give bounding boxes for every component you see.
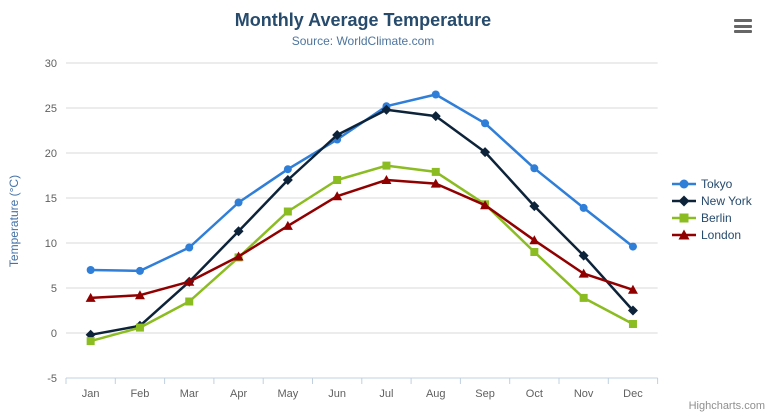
data-point-tokyo[interactable]	[530, 164, 539, 173]
legend-marker-square-icon	[672, 213, 696, 222]
legend-item-berlin[interactable]: Berlin	[672, 209, 752, 226]
data-point-new-york[interactable]	[480, 147, 491, 158]
legend-marker-triangle-icon	[672, 229, 696, 239]
y-axis-label: 30	[45, 58, 57, 70]
legend-label: Berlin	[701, 210, 732, 225]
x-axis-label: Dec	[623, 388, 643, 400]
data-point-london[interactable]	[85, 292, 96, 302]
y-axis-label: 25	[45, 103, 57, 115]
x-axis-label: Aug	[426, 388, 446, 400]
hamburger-icon[interactable]	[734, 19, 752, 33]
x-axis-label: Oct	[526, 388, 543, 400]
data-point-london[interactable]	[184, 276, 195, 286]
legend-item-london[interactable]: London	[672, 226, 752, 243]
x-axis-label: Jul	[379, 388, 393, 400]
x-axis-label: Apr	[230, 388, 247, 400]
data-point-new-york[interactable]	[578, 250, 589, 261]
data-point-new-york[interactable]	[332, 130, 343, 140]
data-point-new-york[interactable]	[381, 104, 392, 115]
data-point-london[interactable]	[430, 178, 441, 188]
x-axis-label: Feb	[130, 388, 149, 400]
data-point-new-york[interactable]	[233, 226, 244, 237]
series-line-berlin[interactable]	[89, 164, 635, 343]
data-point-tokyo[interactable]	[481, 119, 490, 128]
y-axis-label: 10	[45, 238, 57, 250]
x-axis-label: Jan	[82, 388, 100, 400]
x-axis-label: Sep	[475, 388, 495, 400]
legend-item-new-york[interactable]: New York	[672, 192, 752, 209]
y-axis-label: 20	[45, 148, 57, 160]
data-point-berlin[interactable]	[382, 161, 391, 170]
series-line-tokyo[interactable]	[89, 93, 635, 273]
y-axis-title: Temperature (°C)	[7, 174, 21, 268]
credits-link[interactable]: Highcharts.com	[688, 400, 765, 412]
chart-subtitle: Source: WorldClimate.com	[291, 34, 435, 48]
data-point-new-york[interactable]	[430, 111, 441, 122]
data-point-berlin[interactable]	[628, 320, 637, 328]
x-axis-label: Mar	[180, 388, 199, 400]
data-point-london[interactable]	[134, 290, 145, 300]
data-point-berlin[interactable]	[333, 176, 342, 184]
legend: Tokyo New York Berlin London	[672, 175, 752, 243]
data-point-berlin[interactable]	[431, 167, 440, 176]
legend-item-tokyo[interactable]: Tokyo	[672, 175, 752, 192]
data-point-tokyo[interactable]	[86, 266, 95, 274]
data-point-london[interactable]	[332, 191, 343, 201]
data-point-berlin[interactable]	[579, 293, 588, 302]
data-point-london[interactable]	[627, 284, 638, 294]
series-line-london[interactable]	[89, 178, 635, 300]
y-axis-label: -5	[47, 373, 57, 385]
data-point-london[interactable]	[381, 175, 392, 184]
x-axis-label: May	[277, 388, 298, 400]
chart-title: Monthly Average Temperature	[234, 10, 492, 30]
data-point-london[interactable]	[282, 220, 293, 230]
data-point-tokyo[interactable]	[234, 198, 243, 207]
data-point-tokyo[interactable]	[135, 266, 144, 275]
x-axis-label: Nov	[574, 388, 594, 400]
data-point-tokyo[interactable]	[579, 203, 588, 212]
y-axis-label: 5	[51, 283, 57, 295]
legend-marker-diamond-icon	[672, 195, 696, 206]
data-point-tokyo[interactable]	[431, 90, 440, 99]
data-point-london[interactable]	[480, 200, 491, 210]
series-line-new-york[interactable]	[89, 108, 635, 337]
data-point-london[interactable]	[233, 251, 244, 261]
data-point-tokyo[interactable]	[185, 243, 194, 252]
y-axis-label: 0	[51, 328, 57, 340]
data-point-london[interactable]	[529, 235, 540, 245]
data-point-berlin[interactable]	[530, 248, 539, 256]
legend-label: London	[701, 227, 742, 242]
data-point-new-york[interactable]	[529, 201, 540, 212]
y-axis-label: 15	[45, 193, 57, 205]
data-point-new-york[interactable]	[282, 175, 293, 185]
legend-label: Tokyo	[701, 176, 733, 191]
legend-label: New York	[701, 193, 752, 208]
data-point-berlin[interactable]	[283, 207, 292, 216]
data-point-tokyo[interactable]	[283, 165, 292, 174]
data-point-berlin[interactable]	[135, 323, 144, 332]
data-point-berlin[interactable]	[185, 297, 194, 306]
data-point-london[interactable]	[578, 268, 589, 278]
legend-marker-circle-icon	[672, 179, 696, 188]
data-point-new-york[interactable]	[627, 305, 638, 316]
data-point-berlin[interactable]	[86, 337, 95, 346]
x-axis-label: Jun	[328, 388, 346, 400]
data-point-tokyo[interactable]	[628, 242, 637, 251]
